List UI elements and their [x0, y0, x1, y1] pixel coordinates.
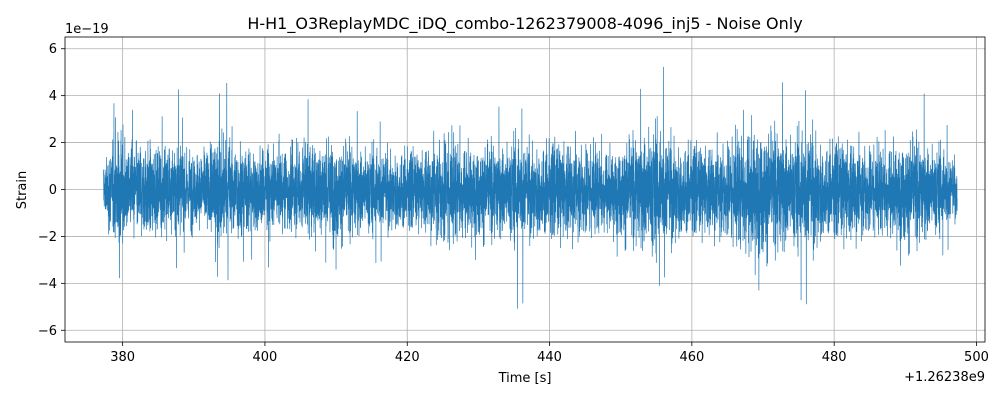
x-offset-label: +1.26238e9 — [904, 370, 985, 385]
x-axis: 380 400 420 440 460 480 500 — [110, 342, 989, 365]
strain-series — [103, 66, 958, 309]
x-axis-label: Time [s] — [498, 371, 552, 386]
strain-series-line — [103, 66, 958, 309]
y-scale-label: 1e−19 — [65, 22, 109, 37]
x-tick-label: 420 — [395, 350, 420, 365]
y-tick-label: −4 — [38, 277, 57, 292]
y-tick-label: 0 — [49, 183, 57, 198]
x-tick-label: 500 — [964, 350, 989, 365]
chart-title: H-H1_O3ReplayMDC_iDQ_combo-1262379008-40… — [247, 14, 802, 34]
x-tick-label: 440 — [537, 350, 562, 365]
x-tick-label: 480 — [822, 350, 847, 365]
y-axis-label: Strain — [15, 171, 30, 210]
x-tick-label: 460 — [679, 350, 704, 365]
y-axis: −6 −4 −2 0 2 4 6 — [38, 42, 65, 339]
y-tick-label: 6 — [49, 42, 57, 57]
x-tick-label: 400 — [253, 350, 278, 365]
x-tick-label: 380 — [110, 350, 135, 365]
y-tick-label: 4 — [49, 89, 57, 104]
y-tick-label: 2 — [49, 136, 57, 151]
y-tick-label: −2 — [38, 230, 57, 245]
y-tick-label: −6 — [38, 324, 57, 339]
